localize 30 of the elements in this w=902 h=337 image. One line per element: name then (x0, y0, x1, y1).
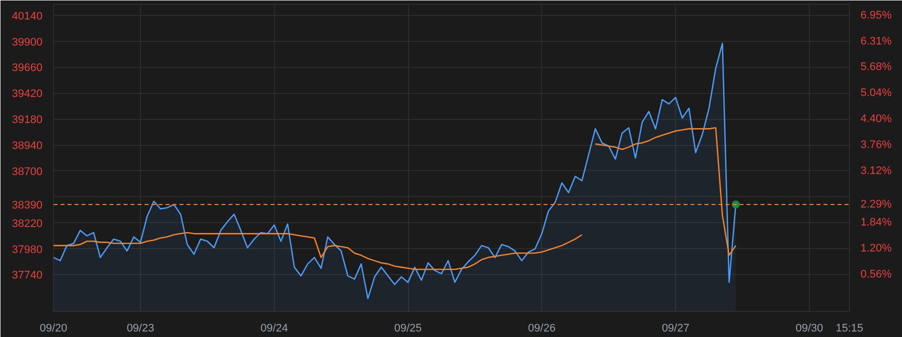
y2-tick-label: 4.40% (860, 112, 892, 125)
y2-tick-label: 5.04% (860, 86, 892, 99)
y2-tick-label: 6.31% (860, 35, 892, 48)
y-tick-label: 39660 (12, 62, 43, 74)
y-tick-label: 39420 (12, 88, 43, 100)
y-tick-label: 38220 (12, 218, 43, 230)
ref-line-label: 38390 (12, 199, 43, 212)
x-tick-label: 15:15 (836, 322, 864, 334)
y2-tick-label: 1.84% (860, 216, 892, 229)
y-tick-label: 38940 (12, 140, 43, 152)
y2-tick-label: 0.56% (860, 268, 892, 281)
x-tick-label: 09/30 (796, 322, 824, 334)
y-tick-label: 40140 (12, 10, 43, 22)
x-tick-label: 09/25 (394, 322, 422, 334)
y-tick-label: 39180 (12, 114, 43, 126)
x-tick-label: 09/26 (528, 322, 556, 334)
y-tick-label: 38700 (12, 166, 43, 178)
y2-tick-label: 3.12% (860, 164, 892, 177)
y2-tick-label: 6.95% (860, 9, 892, 22)
y-tick-label: 37980 (12, 244, 43, 256)
y2-tick-label: 3.76% (860, 138, 892, 151)
x-tick-label: 09/24 (260, 322, 288, 334)
x-tick-label: 09/23 (126, 322, 154, 334)
y2-tick-label: 1.20% (860, 242, 892, 255)
y-tick-label: 37740 (12, 270, 43, 282)
x-tick-label: 09/27 (662, 322, 690, 334)
y-tick-label: 39900 (12, 36, 43, 48)
x-tick-label: 09/20 (40, 322, 68, 334)
y2-tick-label: 2.29% (860, 198, 892, 210)
y2-tick-label: 5.68% (860, 60, 892, 73)
